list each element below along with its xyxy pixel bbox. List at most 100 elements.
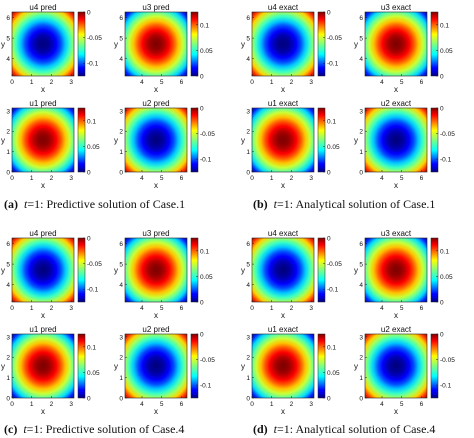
- panel-title: u2 pred: [142, 325, 169, 334]
- colorbar-tick-label: 0: [327, 10, 331, 17]
- axes-frame: [124, 107, 188, 173]
- y-tick-label: 3: [246, 108, 250, 115]
- y-tick-label: 0: [359, 396, 363, 403]
- heatmap-panel: u3 pred 4 5 6 x 4 5 6 y 0.1 0.05 0: [114, 3, 213, 94]
- x-tick-label: 4: [380, 79, 384, 86]
- colorbar: [430, 237, 439, 303]
- x-tick-label: 6: [420, 401, 424, 408]
- axes-frame: [364, 107, 428, 173]
- colorbar-tick-label: -0.05: [87, 35, 102, 42]
- colorbar-tick-label: -0.05: [440, 131, 455, 138]
- x-tick-label: 2: [50, 175, 54, 182]
- panel-title: u3 pred: [142, 3, 169, 12]
- colorbar: [190, 237, 199, 303]
- y-axis-label: y: [114, 362, 118, 371]
- heatmap-field: [12, 108, 74, 172]
- y-axis-label: y: [354, 266, 358, 275]
- axes-frame: [364, 11, 428, 77]
- colorbar-tick-label: 0: [87, 236, 91, 243]
- heatmap-panel: u2 exact 4 5 6 x 0 1 2 3 y 0 -0.05 -0.1: [354, 325, 455, 416]
- y-tick-label: 5: [6, 36, 10, 43]
- panel-title: u1 pred: [29, 99, 56, 108]
- heatmap-field: [125, 12, 187, 76]
- y-tick-label: 0: [119, 396, 123, 403]
- caption-d: (d) t=1: Analytical solution of Case.4: [253, 422, 436, 436]
- axes-frame: [364, 237, 428, 303]
- x-axis-label: x: [394, 407, 398, 416]
- y-axis-label: y: [354, 40, 358, 49]
- y-tick-label: 6: [6, 15, 10, 22]
- colorbar: [317, 107, 326, 173]
- x-axis-label: x: [41, 85, 45, 94]
- x-tick-label: 2: [290, 305, 294, 312]
- axes-frame: [124, 237, 188, 303]
- colorbar-tick-label: -0.1: [327, 61, 339, 68]
- y-tick-label: 1: [119, 375, 123, 382]
- colorbar: [190, 333, 199, 399]
- colorbar-tick-label: 0: [200, 332, 204, 339]
- colorbar-tick-label: 0.1: [440, 248, 449, 255]
- colorbar-tick-label: 0.05: [200, 48, 213, 55]
- colorbar-tick-label: 0: [440, 74, 444, 81]
- colorbar-tick-label: -0.05: [327, 261, 342, 268]
- x-tick-label: 3: [69, 401, 73, 408]
- panel-title: u2 exact: [381, 99, 412, 108]
- x-tick-label: 3: [69, 175, 73, 182]
- heatmap-field: [125, 334, 187, 398]
- y-axis-label: y: [1, 266, 5, 275]
- y-axis-label: y: [1, 40, 5, 49]
- axes-frame: [124, 11, 188, 77]
- x-tick-label: 0: [250, 305, 254, 312]
- y-tick-label: 0: [119, 170, 123, 177]
- colorbar-tick-label: -0.05: [200, 131, 215, 138]
- y-tick-label: 2: [246, 129, 250, 136]
- y-tick-label: 6: [6, 241, 10, 248]
- y-axis-label: y: [114, 40, 118, 49]
- x-tick-label: 1: [30, 175, 34, 182]
- heatmap-field: [365, 334, 427, 398]
- x-tick-label: 0: [10, 79, 14, 86]
- x-tick-label: 6: [420, 305, 424, 312]
- y-tick-label: 2: [6, 129, 10, 136]
- colorbar: [317, 237, 326, 303]
- heatmap-panel: u1 pred 0 1 2 3 x 0 1 2 3 y 0.1 0.05 0: [1, 325, 100, 416]
- y-tick-label: 5: [119, 262, 123, 269]
- x-tick-label: 1: [270, 175, 274, 182]
- colorbar-tick-label: -0.1: [200, 157, 212, 164]
- y-tick-label: 4: [6, 282, 10, 289]
- y-tick-label: 3: [119, 108, 123, 115]
- x-tick-label: 4: [140, 305, 144, 312]
- caption-b: (b) t=1: Analytical solution of Case.1: [253, 197, 436, 211]
- panel-title: u4 exact: [268, 229, 299, 238]
- panel-title: u4 pred: [29, 3, 56, 12]
- heatmap-panel: u1 exact 0 1 2 3 x 0 1 2 3 y 0.1 0.05 0: [241, 99, 340, 190]
- colorbar-tick-label: 0.05: [440, 274, 453, 281]
- y-tick-label: 1: [359, 149, 363, 156]
- colorbar: [317, 333, 326, 399]
- panel-title: u2 pred: [142, 99, 169, 108]
- x-tick-label: 2: [290, 401, 294, 408]
- y-tick-label: 2: [246, 355, 250, 362]
- y-tick-label: 4: [246, 282, 250, 289]
- y-tick-label: 0: [6, 396, 10, 403]
- colorbar-tick-label: 0: [327, 396, 331, 403]
- y-tick-label: 1: [359, 375, 363, 382]
- x-tick-label: 4: [380, 305, 384, 312]
- heatmap-field: [125, 238, 187, 302]
- panel-title: u2 exact: [381, 325, 412, 334]
- y-axis-label: y: [354, 362, 358, 371]
- x-tick-label: 2: [50, 401, 54, 408]
- x-axis-label: x: [154, 181, 158, 190]
- x-tick-label: 5: [160, 175, 164, 182]
- y-tick-label: 5: [119, 36, 123, 43]
- colorbar-tick-label: 0: [200, 106, 204, 113]
- colorbar: [77, 107, 86, 173]
- y-axis-label: y: [241, 40, 245, 49]
- x-tick-label: 0: [10, 401, 14, 408]
- x-tick-label: 3: [309, 175, 313, 182]
- panel-title: u1 exact: [268, 99, 299, 108]
- x-tick-label: 1: [30, 401, 34, 408]
- x-tick-label: 3: [69, 79, 73, 86]
- x-tick-label: 3: [309, 305, 313, 312]
- x-tick-label: 4: [140, 175, 144, 182]
